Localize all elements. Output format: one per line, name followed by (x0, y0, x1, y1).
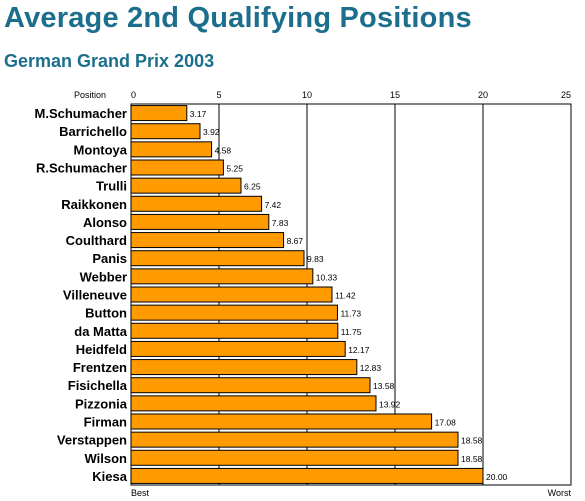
category-label: Verstappen (57, 433, 127, 448)
category-label: Pizzonia (75, 396, 128, 411)
category-label: Panis (92, 251, 127, 266)
bar (130, 159, 224, 176)
value-label: 11.42 (335, 291, 356, 301)
category-label: Fisichella (68, 378, 128, 393)
bar (130, 141, 213, 158)
bar (130, 123, 201, 140)
bar (130, 467, 484, 484)
bar (130, 359, 358, 376)
category-label: Heidfeld (76, 342, 127, 357)
bar (130, 431, 459, 448)
bar (130, 304, 338, 321)
bar (130, 395, 377, 412)
x-tick-label: 20 (478, 90, 488, 100)
x-tick-label: 25 (561, 90, 571, 100)
value-label: 20.00 (486, 472, 508, 482)
bar (130, 377, 371, 394)
value-label: 3.17 (190, 109, 207, 119)
category-label: M.Schumacher (35, 106, 127, 121)
category-label: R.Schumacher (36, 161, 127, 176)
value-label: 9.83 (307, 254, 324, 264)
x-tick-label: 10 (302, 90, 312, 100)
category-label: Villeneuve (63, 288, 127, 303)
value-label: 6.25 (244, 182, 261, 192)
bar (130, 268, 314, 285)
category-label: Raikkonen (61, 197, 127, 212)
x-tick-label: 15 (390, 90, 400, 100)
value-label: 7.42 (265, 200, 282, 210)
value-label: 11.75 (341, 327, 362, 337)
category-label: Frentzen (73, 360, 127, 375)
value-label: 8.67 (287, 236, 304, 246)
bar (130, 449, 459, 466)
category-label: Alonso (83, 215, 127, 230)
axis-end-label-worst: Worst (548, 488, 572, 498)
value-label: 18.58 (461, 454, 483, 464)
x-tick-label: 0 (131, 90, 136, 100)
value-label: 12.17 (348, 345, 370, 355)
category-label: Firman (84, 415, 127, 430)
value-label: 10.33 (316, 272, 338, 282)
bar (130, 177, 242, 194)
bar (130, 286, 333, 303)
bar (130, 340, 346, 357)
chart-title: Average 2nd Qualifying Positions (4, 2, 472, 34)
value-label: 13.92 (379, 399, 401, 409)
category-label: Barrichello (59, 124, 127, 139)
category-label: Wilson (85, 451, 128, 466)
value-label: 17.08 (435, 418, 457, 428)
category-label: Kiesa (92, 469, 127, 484)
category-label: Trulli (96, 179, 127, 194)
bar (130, 105, 188, 122)
bar (130, 232, 285, 249)
axis-label: Position (74, 90, 106, 100)
value-label: 4.58 (215, 145, 232, 155)
value-label: 5.25 (226, 164, 243, 174)
value-label: 18.58 (461, 436, 483, 446)
bar (130, 213, 270, 230)
x-tick-label: 5 (216, 90, 221, 100)
value-label: 11.73 (340, 309, 361, 319)
category-label: da Matta (74, 324, 128, 339)
bar (130, 413, 433, 430)
value-label: 3.92 (203, 127, 220, 137)
bar (130, 250, 305, 267)
category-label: Button (85, 306, 127, 321)
axis-end-label-best: Best (131, 488, 150, 498)
bar (130, 322, 339, 339)
category-label: Montoya (74, 142, 128, 157)
bar (130, 195, 263, 212)
category-label: Webber (80, 269, 127, 284)
chart-subtitle: German Grand Prix 2003 (4, 51, 215, 71)
value-label: 13.58 (373, 381, 395, 391)
value-label: 7.83 (272, 218, 289, 228)
category-label: Coulthard (66, 233, 127, 248)
value-label: 12.83 (360, 363, 382, 373)
